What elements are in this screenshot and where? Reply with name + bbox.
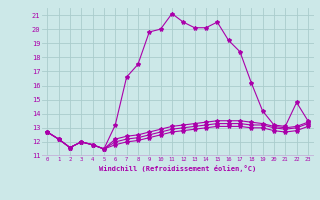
X-axis label: Windchill (Refroidissement éolien,°C): Windchill (Refroidissement éolien,°C) [99, 165, 256, 172]
